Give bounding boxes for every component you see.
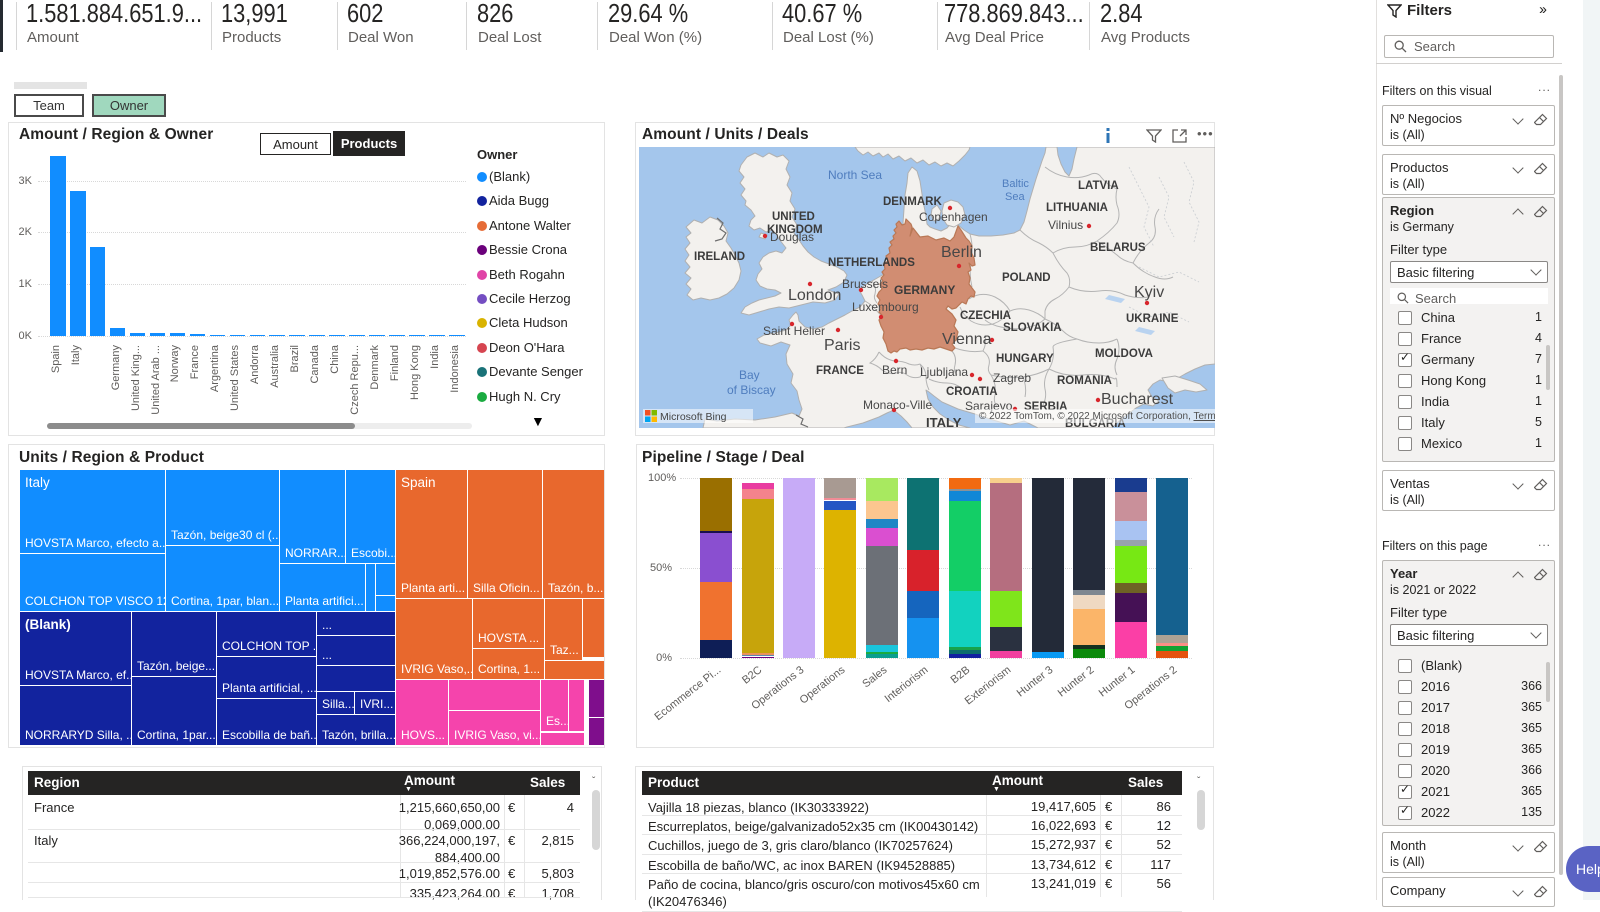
svg-text:UNITED: UNITED xyxy=(772,211,815,223)
svg-text:Zagreb: Zagreb xyxy=(993,371,1031,385)
svg-text:© 2022 TomTom, © 2022 Microsof: © 2022 TomTom, © 2022 Microsoft Corporat… xyxy=(979,411,1215,422)
svg-text:NETHERLANDS: NETHERLANDS xyxy=(828,257,915,269)
svg-text:Kyiv: Kyiv xyxy=(1134,284,1164,301)
svg-text:of Biscay: of Biscay xyxy=(727,383,776,397)
svg-text:Monaco-Ville: Monaco-Ville xyxy=(863,398,932,412)
svg-text:SLOVAKIA: SLOVAKIA xyxy=(1003,322,1062,334)
svg-text:ITALY: ITALY xyxy=(926,415,962,428)
svg-text:DENMARK: DENMARK xyxy=(883,196,942,208)
svg-text:LITHUANIA: LITHUANIA xyxy=(1046,202,1108,214)
svg-text:Vilnius: Vilnius xyxy=(1048,218,1083,232)
svg-text:Copenhagen: Copenhagen xyxy=(919,210,988,224)
svg-text:Bay: Bay xyxy=(739,368,760,382)
svg-text:Ljubljana: Ljubljana xyxy=(920,365,968,379)
svg-text:IRELAND: IRELAND xyxy=(694,251,745,263)
svg-text:Bern: Bern xyxy=(882,363,907,377)
svg-text:BELARUS: BELARUS xyxy=(1090,242,1146,254)
svg-text:London: London xyxy=(788,287,841,304)
svg-text:LATVIA: LATVIA xyxy=(1078,180,1119,192)
svg-text:Microsoft Bing: Microsoft Bing xyxy=(660,411,727,423)
svg-text:Paris: Paris xyxy=(824,337,860,354)
svg-text:Vienna: Vienna xyxy=(942,331,992,348)
svg-text:Brussels: Brussels xyxy=(842,277,888,291)
svg-text:KINGDOM: KINGDOM xyxy=(767,224,823,236)
svg-text:Baltic: Baltic xyxy=(1002,178,1029,190)
svg-text:Luxembourg: Luxembourg xyxy=(852,300,919,314)
svg-text:FRANCE: FRANCE xyxy=(816,365,864,377)
svg-text:CROATIA: CROATIA xyxy=(946,386,998,398)
svg-text:POLAND: POLAND xyxy=(1002,272,1051,284)
svg-text:Sea: Sea xyxy=(1005,191,1025,203)
svg-text:HUNGARY: HUNGARY xyxy=(996,353,1054,365)
svg-text:CZECHIA: CZECHIA xyxy=(960,310,1011,322)
svg-text:MOLDOVA: MOLDOVA xyxy=(1095,348,1153,360)
svg-text:Bucharest: Bucharest xyxy=(1101,391,1174,408)
svg-text:Berlin: Berlin xyxy=(941,244,982,261)
svg-text:Saint Helier: Saint Helier xyxy=(763,324,825,338)
svg-text:UKRAINE: UKRAINE xyxy=(1126,313,1179,325)
svg-text:GERMANY: GERMANY xyxy=(894,283,955,297)
svg-text:Douglas: Douglas xyxy=(770,230,814,244)
svg-text:ROMANIA: ROMANIA xyxy=(1057,375,1112,387)
svg-text:North Sea: North Sea xyxy=(828,168,882,182)
